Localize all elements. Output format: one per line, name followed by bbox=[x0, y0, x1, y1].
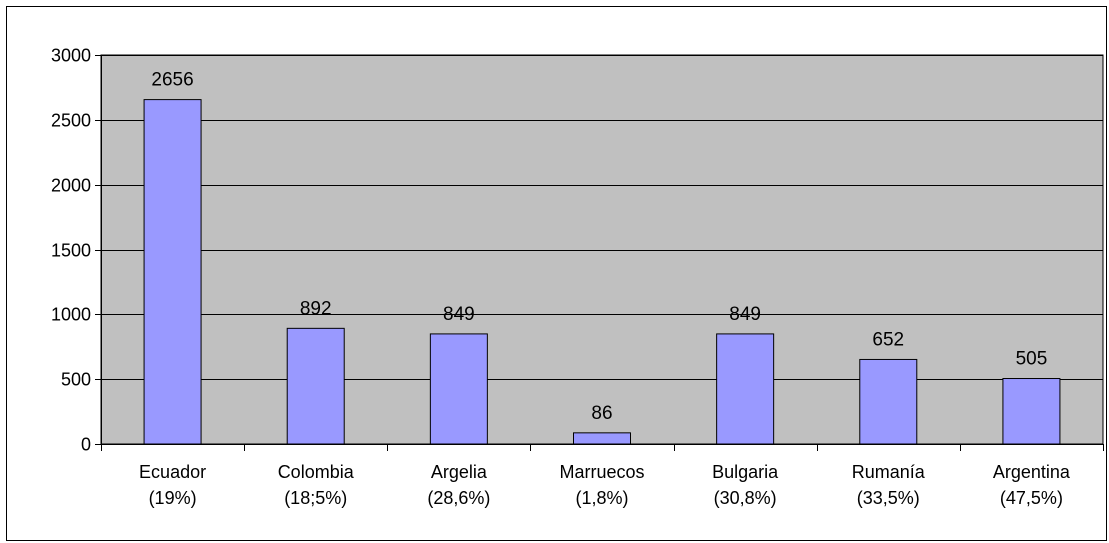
data-label: 892 bbox=[300, 298, 332, 319]
data-label: 849 bbox=[729, 304, 761, 325]
x-category-label: (1,8%) bbox=[575, 488, 628, 508]
bar bbox=[143, 99, 202, 445]
bar bbox=[716, 333, 775, 445]
bar bbox=[429, 333, 488, 445]
x-category-label: (47,5%) bbox=[1000, 488, 1063, 508]
x-category-label: (30,8%) bbox=[714, 488, 777, 508]
y-tick-label: 3000 bbox=[51, 46, 91, 66]
bar bbox=[573, 432, 631, 445]
y-tick-label: 2500 bbox=[51, 111, 91, 131]
y-tick-label: 500 bbox=[61, 370, 91, 390]
data-label: 652 bbox=[872, 329, 904, 350]
x-category-label: (18;5%) bbox=[284, 488, 347, 508]
x-category-label: Rumanía bbox=[852, 462, 926, 482]
bar bbox=[859, 358, 918, 445]
data-label: 849 bbox=[443, 304, 475, 325]
bar bbox=[1002, 378, 1061, 445]
data-label: 505 bbox=[1016, 349, 1048, 370]
plot-background bbox=[100, 54, 1104, 445]
x-category-label: Colombia bbox=[278, 462, 355, 482]
x-category-label: Argentina bbox=[993, 462, 1071, 482]
y-tick-label: 0 bbox=[81, 435, 91, 455]
y-tick-label: 1500 bbox=[51, 241, 91, 261]
x-category-label: (19%) bbox=[149, 488, 197, 508]
data-label: 86 bbox=[591, 403, 612, 424]
x-category-label: Marruecos bbox=[559, 462, 644, 482]
data-label: 2656 bbox=[151, 70, 193, 91]
chart-frame: 0 500 1000 1500 2000 2500 3000 2656 Ecuador (19%)… bbox=[6, 6, 1107, 541]
x-category-label: Argelia bbox=[431, 462, 488, 482]
x-category-label: (33,5%) bbox=[857, 488, 920, 508]
x-category-label: Bulgaria bbox=[712, 462, 779, 482]
bar bbox=[286, 327, 345, 445]
y-tick-label: 1000 bbox=[51, 305, 91, 325]
x-category-label: (28,6%) bbox=[427, 488, 490, 508]
bar-chart: 0 500 1000 1500 2000 2500 3000 2656 Ecuador (19%)… bbox=[51, 46, 1104, 508]
y-tick-label: 2000 bbox=[51, 176, 91, 196]
x-category-label: Ecuador bbox=[139, 462, 206, 482]
plot-area: 0 500 1000 1500 2000 2500 3000 2656 Ecuador (19%)… bbox=[51, 46, 1104, 508]
